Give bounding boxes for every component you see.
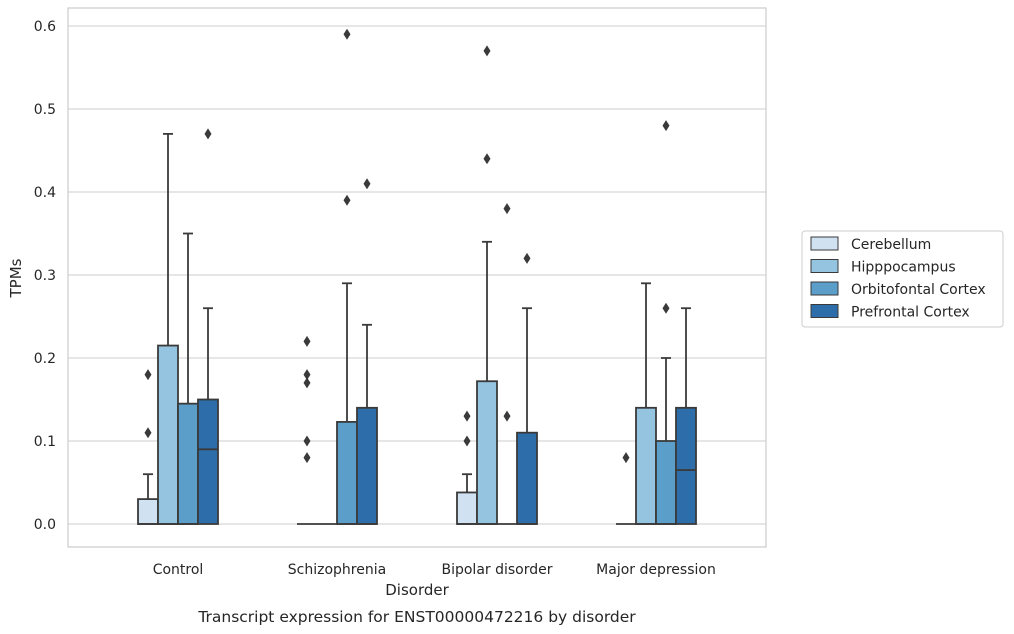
outlier-point <box>303 435 311 447</box>
box-rect <box>516 431 538 525</box>
box-rect <box>197 398 219 525</box>
legend: Cerebellum Hipppocampus Orbitofontal Corte… <box>801 230 1004 328</box>
box-rect <box>675 406 697 525</box>
box-prefrontal-cortex-1 <box>356 178 378 525</box>
outlier-point <box>303 369 311 381</box>
legend-swatch <box>810 281 839 296</box>
outlier-point <box>303 452 311 464</box>
box-rect <box>356 406 378 525</box>
y-tick-label: 0.1 <box>34 434 56 450</box>
box-rect <box>336 421 358 525</box>
legend-swatch <box>810 236 839 251</box>
y-tick-label: 0.2 <box>34 351 56 367</box>
x-tick-label: Major depression <box>596 562 716 578</box>
y-tick-label: 0.0 <box>34 517 56 533</box>
outlier-point <box>483 153 491 165</box>
legend-label: Orbitofontal Cortex <box>851 282 986 298</box>
box-hipppocampus-0 <box>157 132 179 525</box>
box-rect <box>655 440 677 525</box>
legend-label: Cerebellum <box>851 237 931 253</box>
outlier-point <box>463 435 471 447</box>
x-axis-ticks: Control Schizophrenia Bipolar disorder Majo… <box>153 562 716 578</box>
box-groups <box>137 28 697 525</box>
box-cerebellum-3 <box>616 452 636 525</box>
outlier-point <box>303 335 311 347</box>
box-orbitofontal-cortex-3 <box>655 120 677 525</box>
box-hipppocampus-2 <box>476 45 498 525</box>
box-prefrontal-cortex-2 <box>516 252 538 525</box>
outlier-point <box>662 120 670 132</box>
box-rect <box>157 344 179 525</box>
y-tick-label: 0.4 <box>34 185 56 201</box>
outlier-point <box>303 377 311 389</box>
outlier-point <box>523 252 531 264</box>
y-tick-label: 0.6 <box>34 19 56 35</box>
legend-label: Hipppocampus <box>851 260 956 276</box>
x-axis-title: Disorder <box>385 581 449 599</box>
plot-frame <box>67 7 767 548</box>
outlier-point <box>483 45 491 57</box>
box-prefrontal-cortex-0 <box>197 128 219 525</box>
outlier-point <box>463 410 471 422</box>
outlier-point <box>144 369 152 381</box>
x-tick-label: Control <box>153 562 204 578</box>
box-hipppocampus-3 <box>635 282 657 525</box>
box-rect <box>635 406 657 525</box>
outlier-point <box>503 410 511 422</box>
outlier-point <box>503 203 511 215</box>
legend-swatch <box>810 259 839 273</box>
box-orbitofontal-cortex-0 <box>177 232 199 525</box>
chart-caption: Transcript expression for ENST0000047221… <box>197 608 636 626</box>
outlier-point <box>662 302 670 314</box>
box-prefrontal-cortex-3 <box>675 307 697 525</box>
x-tick-label: Bipolar disorder <box>441 562 552 578</box>
box-orbitofontal-cortex-1 <box>336 28 358 525</box>
box-cerebellum-0 <box>137 369 159 525</box>
box-rect <box>456 491 478 525</box>
outlier-point <box>363 178 371 190</box>
y-axis-title: TPMs <box>7 258 25 298</box>
legend-label: Prefrontal Cortex <box>851 305 970 321</box>
y-axis-ticks: 0.0 0.1 0.2 0.3 0.4 0.5 0.6 <box>34 19 56 533</box>
outlier-point <box>343 194 351 206</box>
legend-frame <box>801 230 1004 328</box>
outlier-point <box>144 427 152 439</box>
outlier-point <box>622 452 630 464</box>
x-tick-label: Schizophrenia <box>288 562 386 578</box>
box-cerebellum-1 <box>297 335 317 525</box>
outlier-point <box>343 28 351 40</box>
outlier-point <box>204 128 212 140</box>
box-rect <box>476 380 498 525</box>
y-tick-label: 0.3 <box>34 268 56 284</box>
y-tick-label: 0.5 <box>34 102 56 118</box>
box-orbitofontal-cortex-2 <box>497 203 517 525</box>
box-rect <box>137 498 159 525</box>
box-rect <box>177 402 199 525</box>
legend-swatch <box>810 304 839 318</box>
box-cerebellum-2 <box>456 410 478 525</box>
